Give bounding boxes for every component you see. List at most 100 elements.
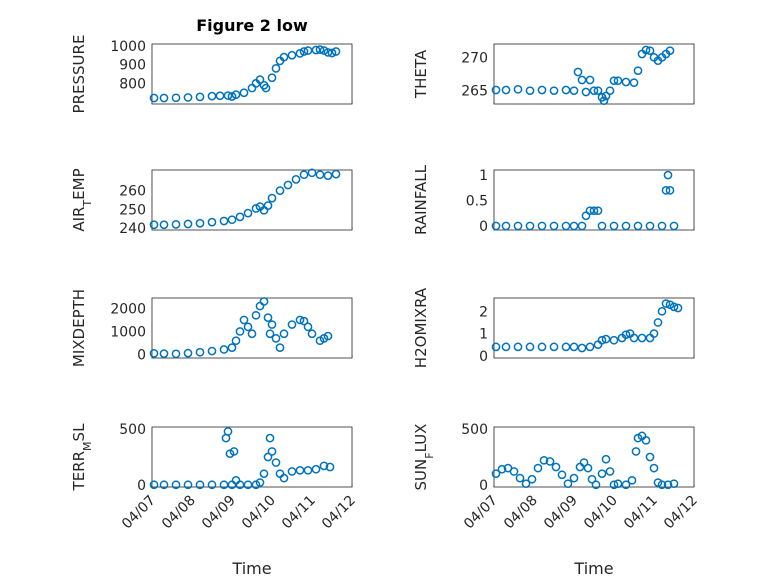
data-point: [195, 347, 205, 357]
data-point: [183, 219, 193, 229]
data-point: [549, 221, 559, 231]
data-point: [149, 349, 159, 358]
data-point: [275, 186, 285, 195]
subplot-3: 240 250 260 AIRTEMP: [70, 168, 353, 237]
data-point: [633, 66, 643, 76]
data-point: [195, 480, 205, 490]
data-point: [287, 467, 297, 476]
data-point: [183, 480, 193, 490]
figure-title: Figure 2 low: [196, 16, 308, 35]
data-point: [207, 91, 217, 101]
data-point: [641, 45, 651, 55]
data-point: [645, 221, 655, 231]
data-point: [263, 313, 273, 322]
data-point: [501, 221, 511, 231]
data-point: [569, 221, 579, 231]
y-tick-label: 900: [119, 58, 146, 74]
data-point: [537, 221, 547, 231]
data-point: [231, 336, 241, 346]
data-point: [235, 327, 245, 336]
data-point: [491, 469, 501, 479]
data-point: [183, 93, 193, 102]
data-point: [219, 480, 229, 490]
data-point: [295, 315, 305, 325]
data-point: [539, 455, 549, 465]
data-point: [243, 322, 253, 332]
y-axis-label: TERRMSL: [70, 423, 94, 492]
data-point: [219, 216, 229, 226]
data-point: [521, 479, 531, 489]
data-point: [271, 64, 281, 73]
data-point: [215, 91, 225, 101]
data-point: [629, 78, 639, 88]
data-point: [601, 454, 611, 464]
data-point: [597, 221, 607, 231]
x-tick-label: 04/07: [119, 493, 159, 533]
data-point: [239, 315, 249, 325]
data-point: [573, 67, 583, 77]
data-point: [275, 343, 285, 352]
subplot-8: 0 500 SUNFLUX 04/07 04/08 04/09 04/10 04/11 04/1…: [412, 422, 701, 532]
axes-frame: [151, 297, 353, 359]
data-point: [563, 479, 573, 489]
y-tick-label: 260: [119, 184, 146, 200]
subplot-7: 0 500 TERRMSL 04/07 04/08 04/09 04/10 04/11 04/1…: [70, 422, 359, 532]
y-tick-label: 0: [479, 478, 488, 494]
data-point: [551, 462, 561, 472]
data-point: [645, 46, 655, 56]
data-point: [265, 329, 275, 339]
data-point: [609, 76, 619, 86]
y-tick-label: 0: [479, 219, 488, 235]
data-point: [537, 85, 547, 95]
data-point: [247, 329, 257, 339]
data-point: [609, 335, 619, 345]
data-point: [653, 318, 663, 327]
data-point: [627, 475, 637, 485]
x-tick-label: 04/07: [461, 493, 501, 533]
data-point: [149, 93, 159, 103]
data-point: [171, 93, 181, 103]
data-point: [299, 316, 309, 326]
data-point: [599, 96, 609, 106]
data-point: [331, 169, 341, 179]
data-point: [513, 84, 523, 94]
axes-frame: [493, 169, 695, 231]
data-point: [159, 349, 169, 358]
data-point: [183, 348, 193, 358]
data-point: [323, 48, 333, 57]
data-point: [159, 480, 169, 490]
data-point: [577, 75, 587, 85]
data-point: [509, 467, 519, 476]
data-point: [609, 221, 619, 231]
data-point: [159, 220, 169, 230]
data-point: [661, 299, 671, 308]
data-point: [593, 86, 603, 96]
data-point: [657, 480, 667, 490]
x-tick-label: 04/11: [279, 493, 319, 533]
data-point: [657, 221, 667, 231]
data-point: [243, 208, 253, 218]
data-point: [663, 170, 673, 180]
data-point: [597, 335, 607, 345]
subplot-5: 0 1000 2000 MIXDEPTH: [70, 289, 353, 367]
y-axis-label: H2OMIXRA: [412, 287, 430, 368]
data-point: [311, 464, 321, 474]
data-point: [585, 342, 595, 352]
data-point: [497, 464, 507, 474]
data-point: [661, 185, 671, 195]
x-tick-label: 04/11: [621, 493, 661, 533]
data-point: [331, 47, 341, 56]
data-point: [327, 48, 337, 58]
data-point: [673, 303, 683, 313]
data-point: [323, 171, 333, 180]
data-point: [621, 480, 631, 490]
data-point: [663, 480, 673, 490]
data-point: [501, 342, 511, 352]
data-point: [263, 452, 273, 462]
data-point: [159, 93, 169, 103]
data-point: [513, 221, 523, 231]
data-point: [515, 473, 525, 483]
y-tick-label: 250: [119, 202, 146, 218]
data-point: [319, 46, 329, 55]
data-point: [229, 447, 239, 456]
